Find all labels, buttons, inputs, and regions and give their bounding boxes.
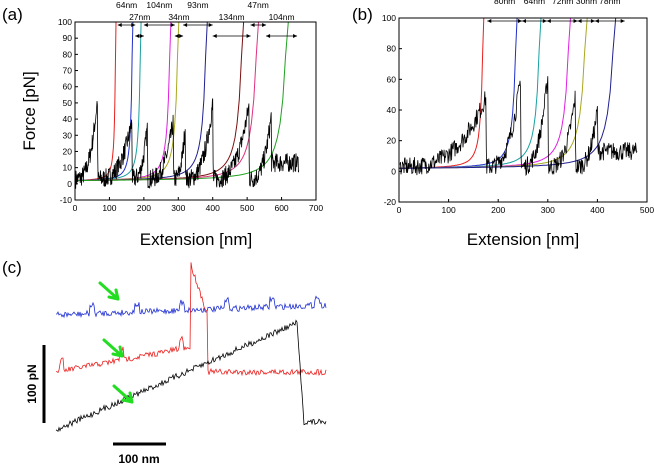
a-y-tick-label: 40 <box>63 114 73 124</box>
a-y-tick-label: 100 <box>58 17 72 27</box>
a-annotation-label-4: 93nm <box>187 0 208 10</box>
a-y-tick-label: 0 <box>67 179 72 189</box>
b-wlc-fit-1 <box>398 17 518 169</box>
b-x-tick-label: 200 <box>491 205 505 215</box>
panel-b-label: (b) <box>352 5 373 24</box>
b-annotation-arrowhead-3 <box>577 19 595 23</box>
panel-a-label: (a) <box>2 5 23 24</box>
b-x-tick-label: 100 <box>442 205 456 215</box>
unfolding-event-arrow-0 <box>98 281 120 301</box>
a-x-tick-label: 100 <box>102 203 116 213</box>
panel-a-x-axis-label: Extension [nm] <box>140 230 252 249</box>
panel-b-plot-frame <box>398 17 648 203</box>
a-annotation-arrowhead-3 <box>174 34 184 38</box>
panel-a: (a) 0 100 200 300 400 500 600 700-1001020304050… <box>2 0 323 249</box>
b-x-tick-label: 400 <box>590 205 604 215</box>
a-annotation-label-1: 27nm <box>129 12 150 22</box>
a-wlc-fit-5 <box>75 21 208 182</box>
a-annotation-label-2: 104nm <box>146 0 172 10</box>
panel-a-y-axis-label: Force [pN] <box>20 71 39 150</box>
a-y-tick-label: 70 <box>63 66 73 76</box>
a-annotation-arrowhead-5 <box>212 34 251 38</box>
a-y-tick-label: -10 <box>60 195 73 205</box>
a-annotation-arrowhead-0 <box>117 23 136 27</box>
b-y-tick-label: 40 <box>387 105 397 115</box>
a-annotation-arrowhead-1 <box>135 34 144 38</box>
b-wlc-fit-2 <box>398 17 542 169</box>
b-y-tick-label: 60 <box>387 74 397 84</box>
a-y-tick-label: 50 <box>63 98 73 108</box>
panel-c-label: (c) <box>2 258 22 277</box>
a-wlc-fit-6 <box>75 21 245 182</box>
a-annotation-label-3: 34nm <box>168 12 189 22</box>
b-annotation-label-0: 80nm <box>494 0 515 6</box>
b-x-tick-label: 0 <box>397 205 402 215</box>
panel-c: (c) 100 pN 100 nm <box>2 258 327 466</box>
b-annotation-label-1: 64nm <box>524 0 545 6</box>
b-wlc-fit-0 <box>398 17 485 169</box>
a-y-tick-label: 20 <box>63 146 73 156</box>
a-y-tick-label: 80 <box>63 49 73 59</box>
a-annotation-label-5: 134nm <box>219 12 245 22</box>
a-x-tick-label: 500 <box>240 203 254 213</box>
force-scale-bar-label: 100 pN <box>25 364 39 403</box>
a-y-tick-label: 10 <box>63 163 73 173</box>
panel-c-trace-0 <box>55 295 327 319</box>
a-y-tick-label: 90 <box>63 33 73 43</box>
a-annotation-arrowhead-6 <box>250 23 267 27</box>
a-x-tick-label: 0 <box>73 203 78 213</box>
unfolding-event-arrow-1 <box>102 338 124 358</box>
b-y-tick-label: 80 <box>387 44 397 54</box>
a-annotation-label-0: 64nm <box>116 0 137 10</box>
a-x-tick-label: 300 <box>171 203 185 213</box>
b-annotation-arrowhead-0 <box>487 19 523 23</box>
b-wlc-fit-5 <box>398 17 617 169</box>
a-annotation-label-6: 47nm <box>248 0 269 10</box>
b-x-tick-label: 500 <box>640 205 654 215</box>
a-x-tick-label: 400 <box>206 203 220 213</box>
b-annotation-label-4: 78nm <box>599 0 620 6</box>
a-y-tick-label: 60 <box>63 82 73 92</box>
a-x-tick-label: 700 <box>309 203 323 213</box>
panel-c-trace-2 <box>55 319 327 432</box>
length-scale-bar-label: 100 nm <box>118 452 159 466</box>
unfolding-event-arrow-2 <box>112 384 134 404</box>
b-x-tick-label: 300 <box>541 205 555 215</box>
panel-c-trace-1 <box>55 262 327 377</box>
a-force-trace <box>75 98 300 189</box>
a-wlc-fit-0 <box>75 21 117 182</box>
a-y-tick-label: 30 <box>63 130 73 140</box>
b-wlc-fit-4 <box>398 17 588 169</box>
a-annotation-label-7: 104nm <box>269 12 295 22</box>
b-y-tick-label: -20 <box>384 197 397 207</box>
b-y-tick-label: 0 <box>391 166 396 176</box>
b-annotation-label-3: 30nm <box>576 0 597 6</box>
b-y-tick-label: 100 <box>382 13 396 23</box>
panel-a-plot-frame <box>74 21 317 201</box>
b-force-trace <box>399 76 638 177</box>
a-x-tick-label: 200 <box>137 203 151 213</box>
a-x-tick-label: 600 <box>274 203 288 213</box>
b-y-tick-label: 20 <box>387 136 397 146</box>
panel-b-x-axis-label: Extension [nm] <box>467 230 579 249</box>
b-annotation-label-2: 72nm <box>552 0 573 6</box>
